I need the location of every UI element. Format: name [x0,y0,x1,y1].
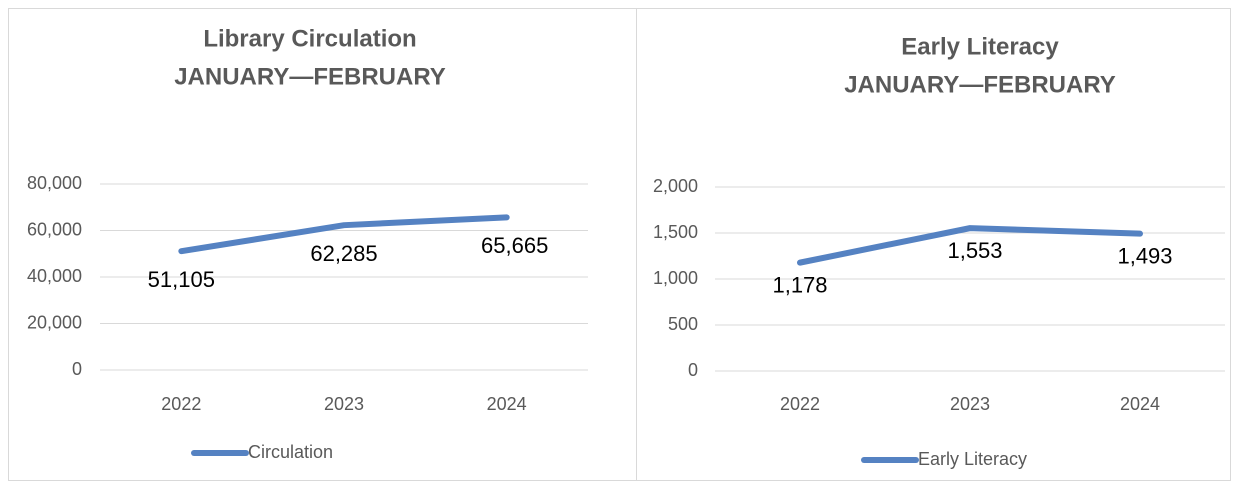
y-tick-label: 0 [688,360,698,380]
chart-subtitle: JANUARY—FEBRUARY [174,63,446,90]
y-tick-label: 60,000 [27,219,82,239]
panel-frame [636,8,1231,481]
y-tick-label: 0 [72,359,82,379]
y-tick-label: 1,500 [653,222,698,242]
y-tick-label: 500 [668,314,698,334]
y-tick-label: 40,000 [27,266,82,286]
panel-frame [8,8,637,481]
x-tick-label: 2023 [324,394,364,414]
chart-title: Early Literacy [901,33,1059,60]
data-label: 65,665 [481,233,548,258]
y-tick-label: 20,000 [27,312,82,332]
data-label: 51,105 [148,267,215,292]
x-tick-label: 2024 [487,394,527,414]
x-tick-label: 2022 [780,394,820,414]
chart-title: Library Circulation [203,25,416,52]
x-tick-label: 2022 [161,394,201,414]
legend-label: Early Literacy [918,449,1027,469]
chart-subtitle: JANUARY—FEBRUARY [844,71,1116,98]
data-label: 1,178 [772,272,827,297]
data-label: 1,493 [1117,243,1172,268]
data-line [797,225,1143,266]
y-tick-label: 2,000 [653,176,698,196]
data-line [178,214,510,255]
legend-label: Circulation [248,442,333,462]
data-label: 1,553 [947,238,1002,263]
x-tick-label: 2024 [1120,394,1160,414]
y-tick-label: 1,000 [653,268,698,288]
data-label: 62,285 [310,241,377,266]
y-tick-label: 80,000 [27,173,82,193]
x-tick-label: 2023 [950,394,990,414]
